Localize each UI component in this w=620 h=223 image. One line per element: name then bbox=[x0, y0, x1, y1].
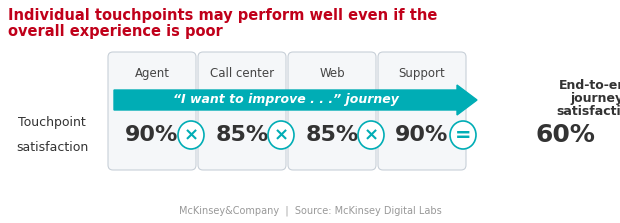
Ellipse shape bbox=[268, 121, 294, 149]
Ellipse shape bbox=[450, 121, 476, 149]
FancyArrow shape bbox=[114, 85, 477, 115]
Text: Support: Support bbox=[399, 67, 445, 80]
Text: satisfaction: satisfaction bbox=[16, 141, 88, 154]
Text: Individual touchpoints may perform well even if the: Individual touchpoints may perform well … bbox=[8, 8, 437, 23]
Ellipse shape bbox=[358, 121, 384, 149]
Text: “I want to improve . . .” journey: “I want to improve . . .” journey bbox=[172, 93, 399, 107]
Text: Touchpoint: Touchpoint bbox=[18, 116, 86, 129]
Text: ×: × bbox=[363, 126, 379, 144]
Text: overall experience is poor: overall experience is poor bbox=[8, 24, 223, 39]
Text: McKinsey&Company  |  Source: McKinsey Digital Labs: McKinsey&Company | Source: McKinsey Digi… bbox=[179, 206, 441, 216]
FancyBboxPatch shape bbox=[288, 52, 376, 170]
Text: Agent: Agent bbox=[135, 67, 169, 80]
Text: Web: Web bbox=[319, 67, 345, 80]
Text: 60%: 60% bbox=[535, 123, 595, 147]
Text: Call center: Call center bbox=[210, 67, 274, 80]
Text: ×: × bbox=[184, 126, 198, 144]
Ellipse shape bbox=[178, 121, 204, 149]
FancyBboxPatch shape bbox=[378, 52, 466, 170]
Text: 90%: 90% bbox=[125, 125, 179, 145]
Text: 85%: 85% bbox=[215, 125, 268, 145]
Text: =: = bbox=[454, 126, 471, 145]
Text: End-to-end: End-to-end bbox=[559, 79, 620, 92]
Text: 85%: 85% bbox=[306, 125, 358, 145]
Text: ×: × bbox=[273, 126, 288, 144]
FancyBboxPatch shape bbox=[108, 52, 196, 170]
FancyBboxPatch shape bbox=[198, 52, 286, 170]
Text: 90%: 90% bbox=[396, 125, 449, 145]
Text: satisfaction: satisfaction bbox=[556, 105, 620, 118]
Text: journey: journey bbox=[570, 92, 620, 105]
